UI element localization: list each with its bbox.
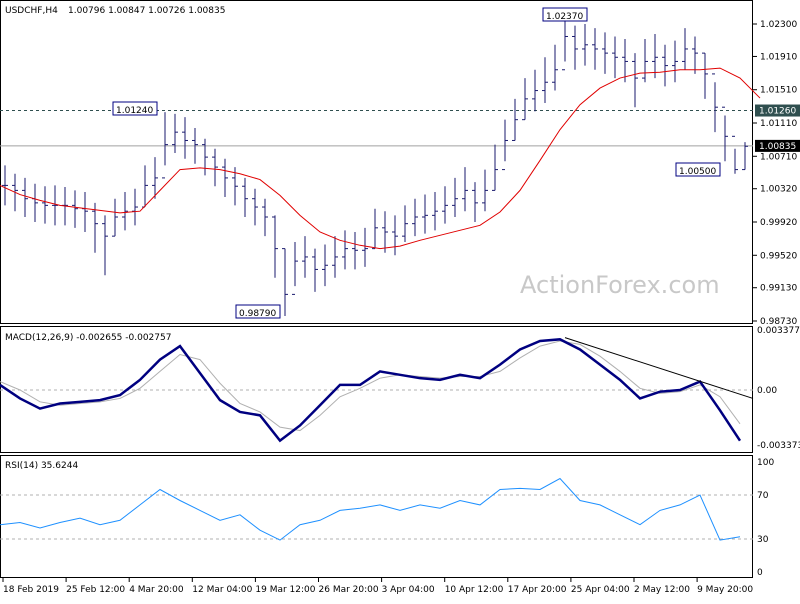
macd-axis-label: -0.003373	[757, 441, 800, 451]
price-panel-frame	[0, 0, 753, 324]
price-axis-label: 0.99920	[760, 218, 797, 228]
time-axis-label: 10 Apr 12:00	[445, 585, 504, 595]
rsi-line	[0, 477, 741, 541]
chart-header-symbol: USDCHF,H4	[5, 6, 58, 16]
price-axis-label: 1.00710	[760, 152, 797, 162]
rsi-axis-label: 100	[757, 458, 774, 468]
price-annotation-box	[112, 101, 158, 116]
price-axis-label: 0.98730	[760, 317, 797, 327]
rsi-axis-label: 70	[757, 491, 769, 501]
level-price-label: 1.01260	[759, 107, 796, 117]
time-axis-label: 19 Mar 12:00	[255, 585, 315, 595]
macd-axis-label: 0.00	[757, 386, 777, 396]
price-axis-label: 0.99520	[760, 251, 797, 261]
time-axis-label: 12 Mar 04:00	[192, 585, 252, 595]
time-axis-label: 17 Apr 20:00	[508, 585, 567, 595]
macd-plot	[0, 337, 754, 443]
price-annotation-box	[542, 7, 588, 22]
macd-signal-line	[0, 340, 741, 432]
time-axis-label: 2 May 12:00	[634, 585, 690, 595]
price-axis-label: 0.99130	[760, 284, 797, 294]
time-axis-label: 26 Mar 20:00	[319, 585, 379, 595]
price-annotation-label: 1.00500	[679, 167, 716, 177]
price-annotation-label: 0.98790	[239, 309, 276, 319]
macd-panel-frame	[0, 326, 753, 453]
price-axis-label: 1.02300	[760, 20, 797, 30]
price-annotation-label: 1.02370	[546, 12, 583, 22]
axes: 1.02300 1.01910 1.01510 1.01110 1.00710 1.003…	[2, 20, 800, 595]
time-axis-label: 18 Feb 2019	[3, 585, 59, 595]
rsi-panel-frame	[0, 455, 753, 578]
macd-trendline	[564, 337, 754, 399]
watermark: ActionForex.com	[520, 271, 720, 299]
rsi-title: RSI(14) 35.6244	[5, 461, 78, 471]
macd-axis-label: 0.003377	[757, 326, 800, 336]
time-axis-label: 25 Apr 04:00	[571, 585, 630, 595]
current-price-label: 1.00835	[759, 142, 796, 152]
price-axis-label: 1.01910	[760, 52, 797, 62]
current-price-tag	[755, 139, 800, 152]
price-annotation-label: 1.01240	[116, 106, 153, 116]
rsi-axis-label: 0	[757, 568, 763, 578]
time-axis-label: 25 Feb 12:00	[66, 585, 125, 595]
time-axis-label: 4 Mar 20:00	[129, 585, 184, 595]
macd-main-line	[0, 338, 742, 443]
price-plot: 1.01240 0.98790 1.02370 1.00500	[0, 7, 761, 319]
price-annotation-box	[675, 162, 721, 177]
rsi-axis-label: 30	[757, 535, 769, 545]
macd-title: MACD(12,26,9) -0.002655 -0.002757	[5, 333, 171, 343]
chart-header-ohlc: 1.00796 1.00847 1.00726 1.00835	[68, 6, 225, 16]
moving-average-line	[0, 67, 761, 250]
price-axis-label: 1.00320	[760, 185, 797, 195]
time-axis-label: 9 May 20:00	[697, 585, 753, 595]
price-axis-label: 1.01510	[760, 86, 797, 96]
price-axis-label: 1.01110	[760, 119, 797, 129]
level-price-tag	[755, 104, 800, 117]
price-annotation-box	[235, 304, 281, 319]
time-axis-label: 3 Apr 04:00	[382, 585, 435, 595]
rsi-plot	[0, 477, 753, 541]
